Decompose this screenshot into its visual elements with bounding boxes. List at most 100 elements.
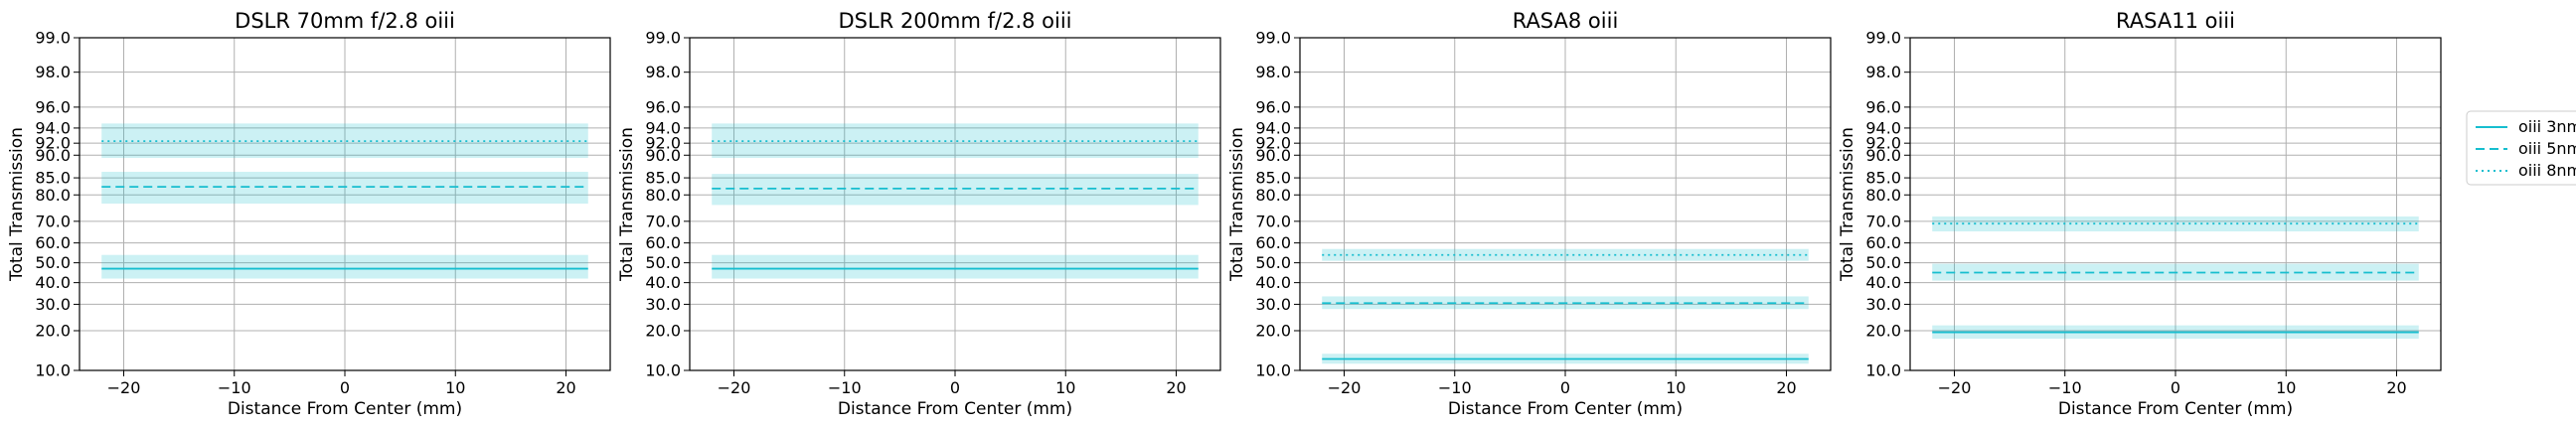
y-tick-label: 96.0 (1255, 97, 1291, 116)
y-tick-label: 92.0 (645, 134, 681, 153)
x-tick-label: 0 (340, 378, 350, 397)
x-tick-label: 10 (1055, 378, 1075, 397)
uncertainty-band (1932, 216, 2419, 232)
y-tick-label: 30.0 (35, 295, 71, 314)
subplot-3: −20 −10 0 10 20 10.0 20.0 30.0 40.050.060.0 70.0 8… (1227, 9, 1832, 419)
x-tick-label: 0 (950, 378, 960, 397)
x-tick-label: 10 (445, 378, 465, 397)
uncertainty-band (101, 254, 588, 279)
x-tick-label: 0 (1560, 378, 1570, 397)
y-axis-label: Total Transmission (617, 127, 637, 282)
y-tick-label: 92.0 (1865, 134, 1901, 153)
x-axis-label: Distance From Center (mm) (2058, 399, 2293, 419)
x-tick-label: −20 (1328, 378, 1362, 397)
y-tick-label: 70.0 (1255, 212, 1291, 230)
y-axis-label: Total Transmission (1227, 127, 1247, 282)
y-tick-label: 99.0 (1865, 29, 1901, 48)
x-axis-label: Distance From Center (mm) (228, 399, 462, 419)
x-tick-label: −10 (2048, 378, 2082, 397)
x-axis-label: Distance From Center (mm) (838, 399, 1072, 419)
y-tick-label: 98.0 (35, 63, 71, 81)
x-tick-label: 20 (1776, 378, 1796, 397)
y-tick-label: 90.0 (35, 146, 71, 165)
y-tick-label: 99.0 (35, 29, 71, 48)
chart-title: RASA11 oiii (2116, 9, 2235, 33)
y-tick-label: 92.0 (35, 134, 71, 153)
y-tick-label: 40.0 (1865, 273, 1901, 292)
x-tick-label: −10 (1438, 378, 1472, 397)
y-tick-label: 30.0 (1255, 295, 1291, 314)
y-tick-label: 92.0 (1255, 134, 1291, 153)
y-tick-label: 94.0 (35, 118, 71, 137)
y-tick-label: 80.0 (645, 186, 681, 205)
y-tick-label: 90.0 (1255, 146, 1291, 165)
x-tick-label: 20 (1166, 378, 1186, 397)
legend-label: oiii 5nm (2518, 139, 2576, 158)
y-tick-label: 96.0 (35, 97, 71, 116)
uncertainty-band (712, 254, 1199, 279)
subplot-2: −20 −10 0 10 20 10.0 20.0 30.0 40.050.060.0 70.0 8… (617, 9, 1221, 419)
y-tick-label: 20.0 (1865, 322, 1901, 341)
y-tick-label: 40.0 (1255, 273, 1291, 292)
y-tick-label: 60.0 (645, 233, 681, 252)
y-tick-label: 80.0 (1255, 186, 1291, 205)
subplot-1: −20 −10 0 10 20 10.0 20.0 30.0 40.050.060.0 70.0 8… (7, 9, 611, 419)
y-tick-label: 94.0 (645, 118, 681, 137)
y-tick-label: 85.0 (35, 169, 71, 188)
y-tick-label: 40.0 (645, 273, 681, 292)
y-tick-label: 70.0 (35, 212, 71, 230)
x-tick-label: 20 (556, 378, 575, 397)
y-tick-label: 90.0 (1865, 146, 1901, 165)
y-axis-label: Total Transmission (7, 127, 27, 282)
y-axis-label: Total Transmission (1838, 127, 1857, 282)
legend-label: oiii 3nm (2518, 117, 2576, 136)
y-tick-label: 30.0 (645, 295, 681, 314)
y-tick-label: 85.0 (1255, 169, 1291, 188)
legend: oiii 3nm oiii 5nm oiii 8nm (2466, 110, 2576, 186)
y-tick-label: 60.0 (1865, 233, 1901, 252)
y-tick-label: 10.0 (645, 361, 681, 380)
y-tick-label: 80.0 (35, 186, 71, 205)
y-tick-label: 50.0 (35, 253, 71, 272)
x-tick-label: 10 (2276, 378, 2296, 397)
y-tick-label: 96.0 (645, 97, 681, 116)
y-tick-label: 50.0 (645, 253, 681, 272)
y-tick-label: 94.0 (1255, 118, 1291, 137)
legend-frame (2466, 110, 2576, 186)
y-tick-label: 98.0 (1865, 63, 1901, 81)
y-tick-label: 70.0 (1865, 212, 1901, 230)
uncertainty-band (1322, 248, 1809, 261)
y-tick-label: 70.0 (645, 212, 681, 230)
y-tick-label: 60.0 (35, 233, 71, 252)
uncertainty-band (712, 123, 1199, 158)
legend-label: oiii 8nm (2518, 161, 2576, 180)
y-tick-label: 98.0 (1255, 63, 1291, 81)
y-tick-label: 10.0 (1865, 361, 1901, 380)
y-tick-label: 40.0 (35, 273, 71, 292)
y-tick-label: 85.0 (1865, 169, 1901, 188)
y-tick-label: 10.0 (1255, 361, 1291, 380)
x-tick-label: 10 (1666, 378, 1686, 397)
x-tick-label: −10 (828, 378, 862, 397)
chart-title: DSLR 70mm f/2.8 oiii (235, 9, 455, 33)
y-tick-label: 99.0 (645, 29, 681, 48)
x-tick-label: −20 (1938, 378, 1972, 397)
y-tick-label: 80.0 (1865, 186, 1901, 205)
y-tick-label: 50.0 (1255, 253, 1291, 272)
y-tick-label: 85.0 (645, 169, 681, 188)
y-tick-label: 60.0 (1255, 233, 1291, 252)
y-tick-label: 20.0 (1255, 322, 1291, 341)
chart-title: DSLR 200mm f/2.8 oiii (838, 9, 1071, 33)
y-tick-label: 50.0 (1865, 253, 1901, 272)
y-tick-label: 10.0 (35, 361, 71, 380)
uncertainty-band (101, 123, 588, 158)
x-tick-label: −20 (718, 378, 751, 397)
x-tick-label: −20 (107, 378, 141, 397)
y-tick-label: 99.0 (1255, 29, 1291, 48)
y-tick-label: 20.0 (35, 322, 71, 341)
y-tick-label: 98.0 (645, 63, 681, 81)
x-tick-label: 20 (2386, 378, 2406, 397)
y-tick-label: 94.0 (1865, 118, 1901, 137)
uncertainty-band (712, 174, 1199, 206)
